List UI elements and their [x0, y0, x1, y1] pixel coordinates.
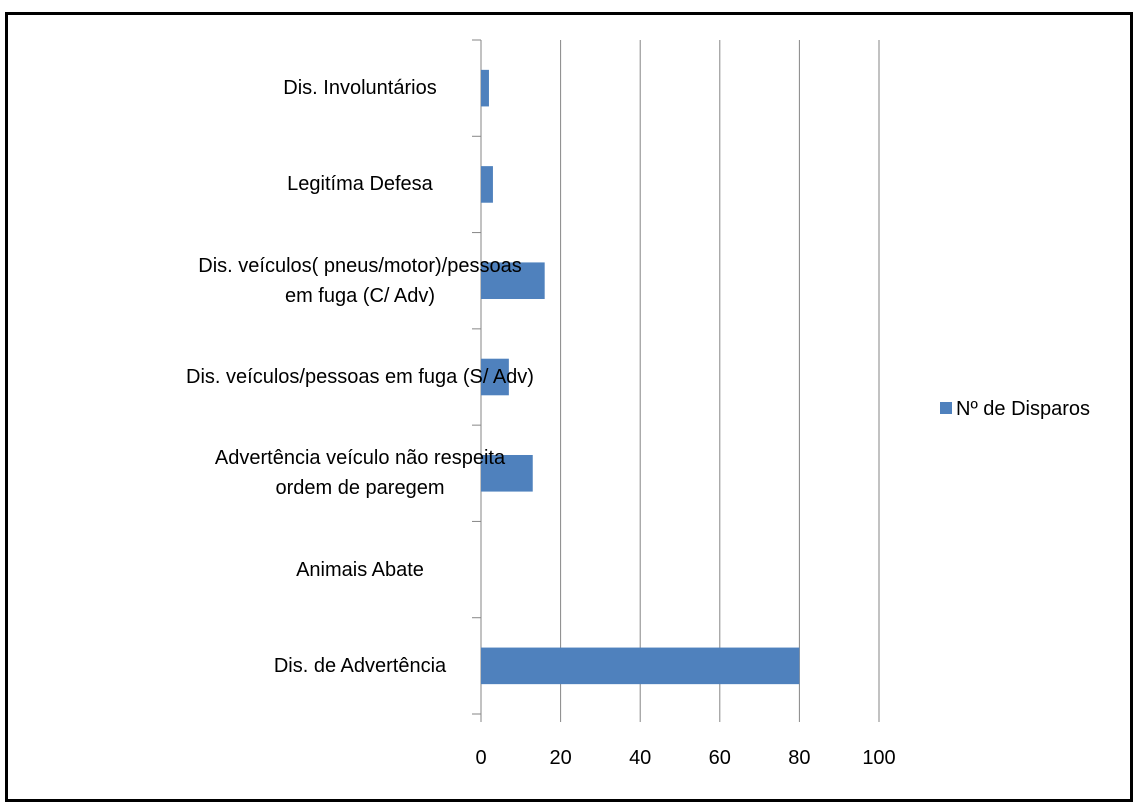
bar	[481, 647, 800, 685]
x-tick-label: 40	[629, 747, 651, 769]
x-tick-label: 0	[475, 747, 486, 769]
y-tick-label: Dis. de Advertência	[273, 654, 447, 677]
x-tick-label: 60	[709, 747, 731, 769]
x-tick-label: 20	[549, 747, 571, 769]
bar	[481, 358, 509, 396]
y-tick-label: Dis. Involuntários	[283, 77, 437, 100]
y-tick-label: Dis. veículos/pessoas em fuga (S/ Adv)	[186, 366, 534, 388]
x-tick-label: 100	[862, 747, 895, 769]
bar	[481, 69, 489, 107]
y-tick-label: Animais Abate	[296, 558, 424, 581]
bar	[481, 454, 533, 492]
y-tick-label: Legitíma Defesa	[287, 173, 433, 196]
bar	[481, 166, 493, 203]
legend-swatch	[940, 402, 952, 414]
y-tick-label: Advertência veículo não respeita ordem d…	[214, 447, 506, 500]
legend-label: Nº de Disparos	[956, 398, 1090, 420]
y-tick-label: Dis. veículos( pneus/motor)/pessoas em f…	[198, 254, 522, 307]
x-tick-label: 80	[788, 747, 810, 769]
bar	[481, 262, 545, 300]
